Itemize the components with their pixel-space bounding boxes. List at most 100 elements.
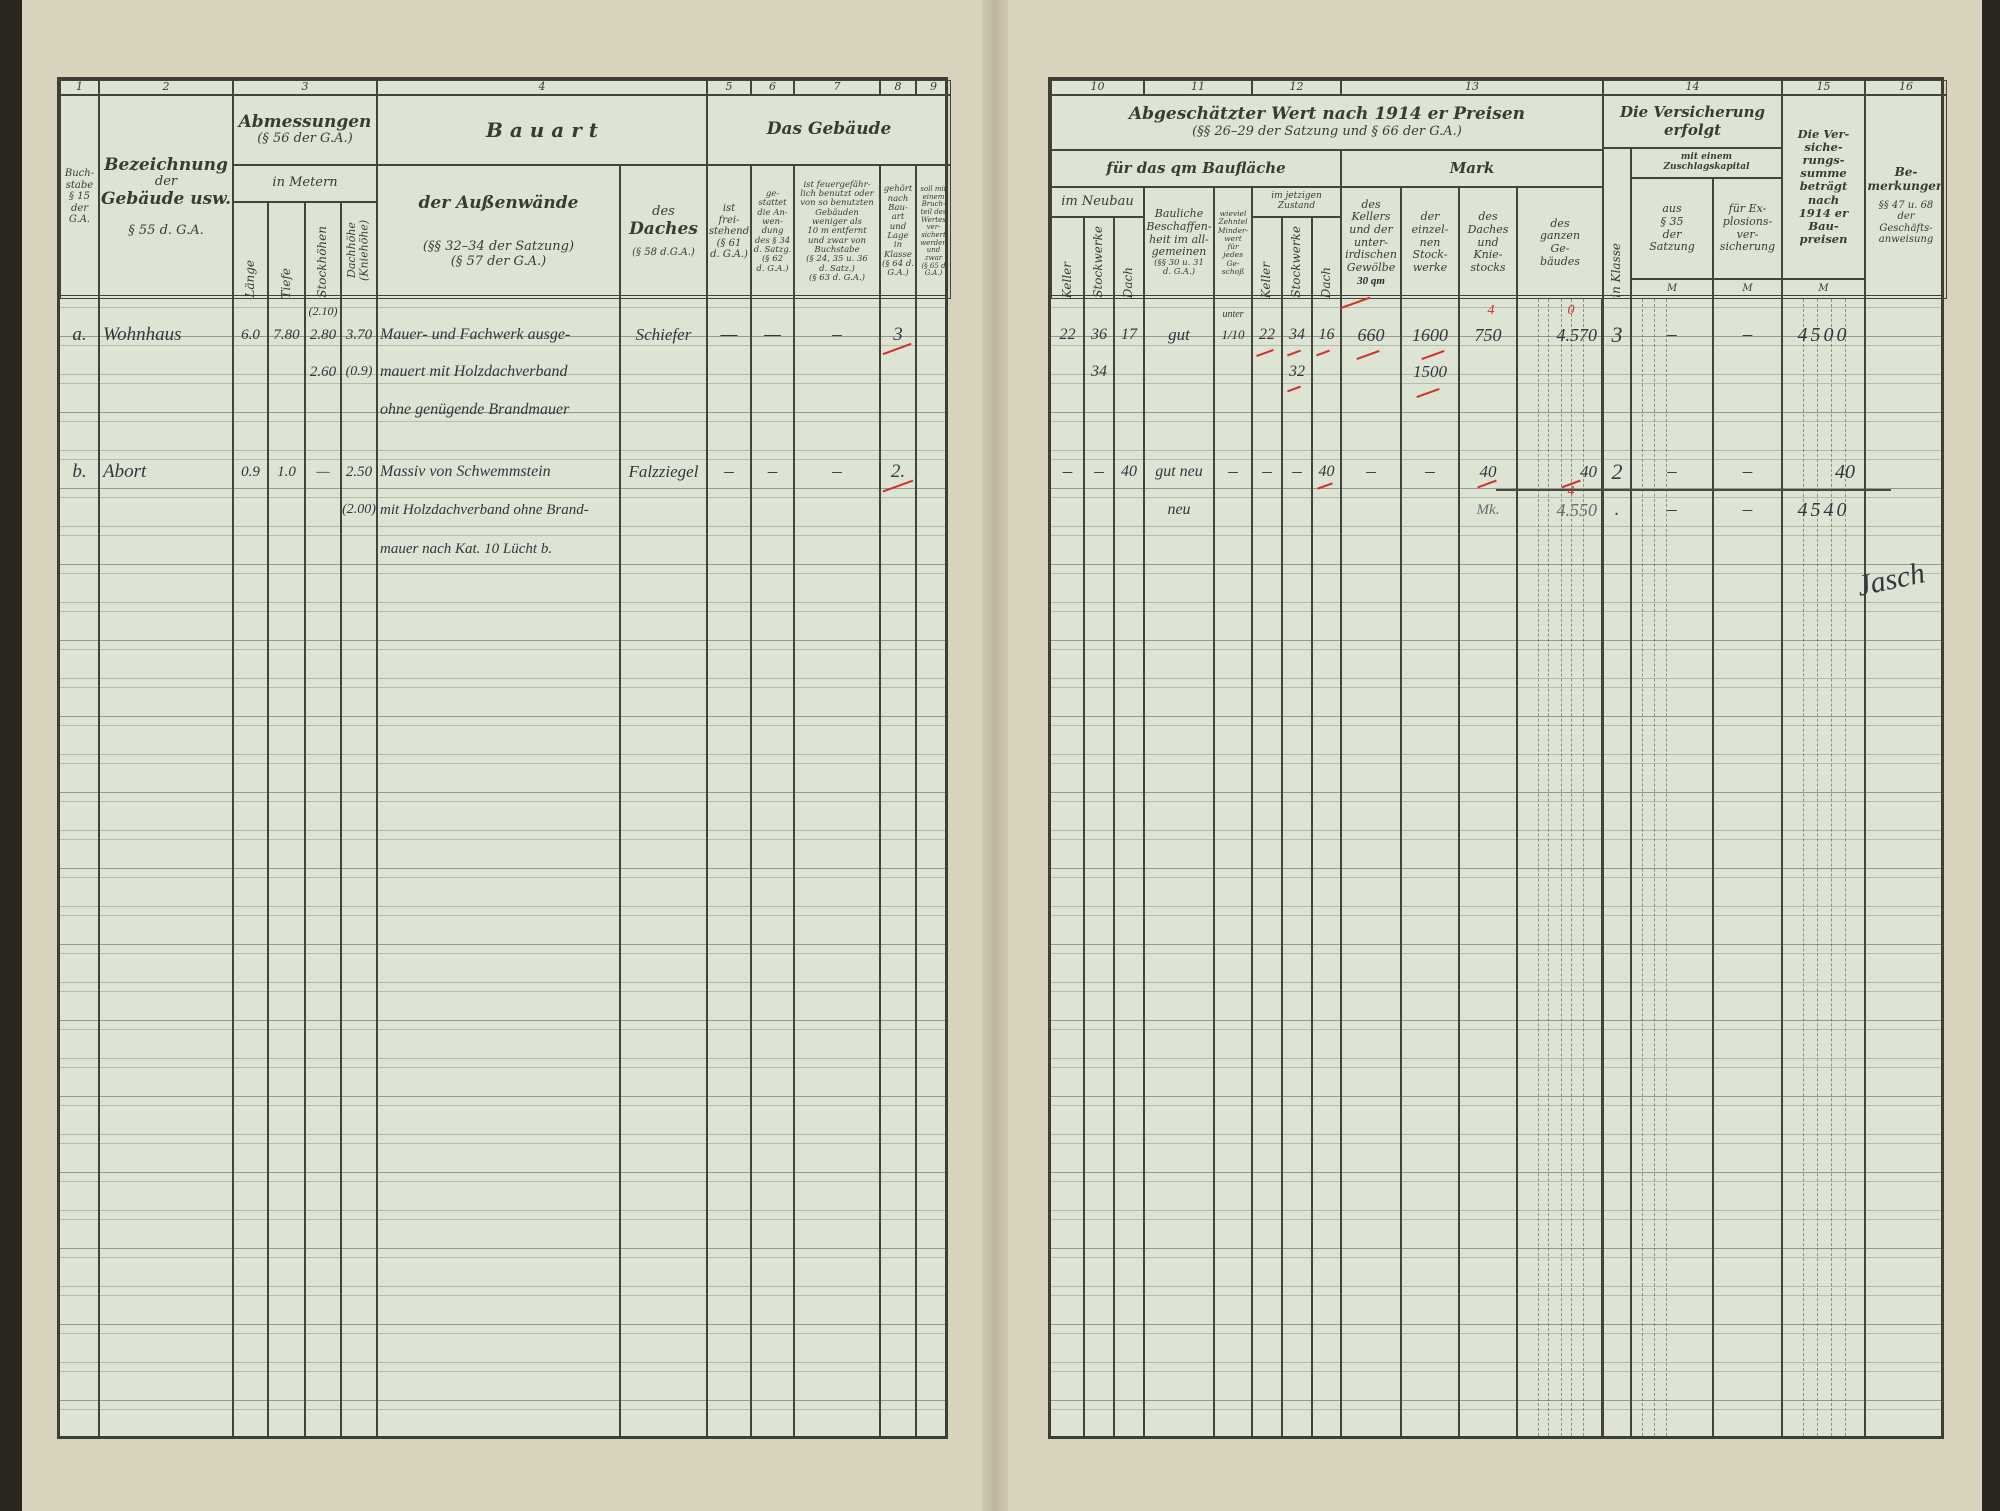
rule-line [1400, 299, 1402, 1436]
text-cell: Bau- [1808, 219, 1839, 234]
text-cell: soll mit [920, 184, 947, 193]
text-cell: (§ 65 d [921, 261, 946, 270]
text-cell: Wohnhaus [103, 324, 182, 345]
header-mark: Mark [1341, 150, 1603, 187]
rule-line [1251, 299, 1253, 1436]
text-cell: und der [1349, 223, 1393, 237]
rule-line [1712, 299, 1714, 1436]
text-cell: aus [1662, 202, 1682, 216]
header-bauliche: Bauliche Beschaffen-heit im all-gemeinen(… [1144, 187, 1214, 299]
rule-line [915, 299, 917, 1436]
text-cell: Bauliche [1154, 207, 1204, 221]
col-number: 12 [1252, 80, 1341, 95]
text-cell: sichert [921, 231, 946, 239]
rule-line [706, 299, 708, 1436]
text-cell: 6.0 [241, 327, 260, 343]
text-cell: 16 [1318, 326, 1335, 343]
text-cell: 4.550 [1556, 500, 1598, 520]
col-number: 1 [60, 80, 99, 95]
header-bezeichnung: Bezeichnung der Gebäude usw. § 55 d. G.A. [99, 95, 233, 299]
text-cell: werke [1412, 260, 1448, 274]
text-cell: beträgt [1799, 179, 1848, 194]
text-cell: Minder- [1217, 225, 1249, 235]
header-neubau-stockwerke: Stockwerke [1084, 217, 1114, 299]
text-cell: 32 [1289, 363, 1305, 380]
text-cell: 1914 er [1798, 205, 1849, 220]
header-jetzt-stockwerke: Stockwerke [1282, 217, 1312, 299]
text-cell: Knie- [1473, 248, 1503, 262]
text-cell: stattet [758, 198, 787, 209]
text-cell: nen [1419, 235, 1441, 249]
header-bauart: B a u a r t [377, 95, 707, 165]
text-cell: Falzziegel [628, 462, 699, 481]
text-cell: siche- [1804, 139, 1843, 154]
text-cell: Wertes [921, 215, 946, 224]
text-cell: § 15 [69, 191, 90, 203]
text-cell: (§ 56 der G.A.) [257, 131, 353, 147]
rule-line [376, 299, 378, 1436]
text-cell: der [1420, 210, 1440, 224]
text-cell: 4540 [1797, 499, 1850, 521]
text-cell: 2. [890, 461, 906, 482]
text-cell: und zwar von [807, 235, 867, 246]
text-cell: Stock- [1412, 248, 1448, 262]
text-cell: d. Satz.) [819, 263, 855, 274]
text-cell: G.A. [68, 214, 91, 226]
rule-line [340, 299, 342, 1436]
text-cell: 10 m entfernt [807, 226, 867, 237]
header-qm-bauflaeche: für das qm Baufläche [1051, 150, 1341, 187]
text-cell: (§ 24, 35 u. 36 [806, 254, 868, 265]
header-neubau: im Neubau [1051, 187, 1144, 217]
col-number: 5 [707, 80, 751, 95]
text-cell: – [767, 461, 778, 482]
text-cell: a. [72, 324, 87, 345]
rule-line [1051, 80, 1941, 299]
col-number: 6 [751, 80, 794, 95]
text-cell: Abort [103, 461, 147, 482]
text-cell: in Klasse [1609, 243, 1624, 298]
text-cell: B a u a r t [486, 117, 598, 142]
text-cell: . [1614, 499, 1620, 520]
col-number: 16 [1865, 80, 1947, 95]
text-cell: – [832, 324, 842, 345]
col-number: 3 [233, 80, 377, 95]
text-cell: – [1425, 461, 1435, 482]
text-cell: 34 [1091, 363, 1107, 380]
text-cell: Abgeschätzter Wert nach 1914 er Preisen [1128, 104, 1526, 125]
text-cell: 2 [1611, 459, 1623, 484]
rule-line [1561, 299, 1562, 1436]
text-cell: 36 [1091, 326, 1107, 343]
text-cell: der [70, 202, 89, 214]
text-cell: irdischen [1345, 248, 1397, 262]
col-number: 15 [1782, 80, 1865, 95]
text-cell: d. G.A.) [1162, 267, 1196, 278]
text-cell: stehend [708, 226, 750, 238]
text-cell: des § 34 [754, 235, 791, 246]
currency-mark: M [1782, 279, 1865, 299]
text-cell: – [1742, 499, 1753, 520]
text-cell: ganzen [1539, 229, 1581, 243]
text-cell: Beschaffen- [1146, 220, 1212, 234]
currency-mark: M [1631, 279, 1713, 299]
text-cell: einzel- [1411, 223, 1449, 237]
text-cell: sicherung [1719, 240, 1776, 254]
text-cell: von so benutzten [800, 198, 874, 209]
text-cell: Bruch- [921, 200, 946, 209]
text-cell: (§ 57 der G.A.) [450, 253, 547, 269]
header-mark-keller: des Kellers und der unter-irdischen Gewölbe … [1341, 187, 1401, 299]
rule-line [1311, 299, 1313, 1436]
header-neubau-keller: Keller [1051, 217, 1084, 299]
text-cell: Daches [1467, 223, 1509, 237]
text-cell: 40 [1835, 461, 1855, 483]
text-cell: ist [722, 203, 736, 215]
text-cell: heit im all- [1149, 232, 1209, 246]
text-cell: nach [1807, 192, 1840, 207]
text-cell: § 55 d. G.A. [128, 222, 204, 238]
header-versicherungssumme: Die Ver-siche-rungs-summe beträgt nach 1914… [1782, 95, 1865, 279]
text-cell: 3 [893, 324, 903, 345]
header-aussenwaende: der Außenwände (§§ 32–34 der Satzung) (§ 5… [377, 165, 620, 299]
text-cell: Tiefe [278, 267, 293, 299]
header-in-metern: in Metern [233, 165, 377, 202]
text-cell: (§ 58 d.G.A.) [632, 247, 695, 259]
rule-line [267, 299, 269, 1436]
